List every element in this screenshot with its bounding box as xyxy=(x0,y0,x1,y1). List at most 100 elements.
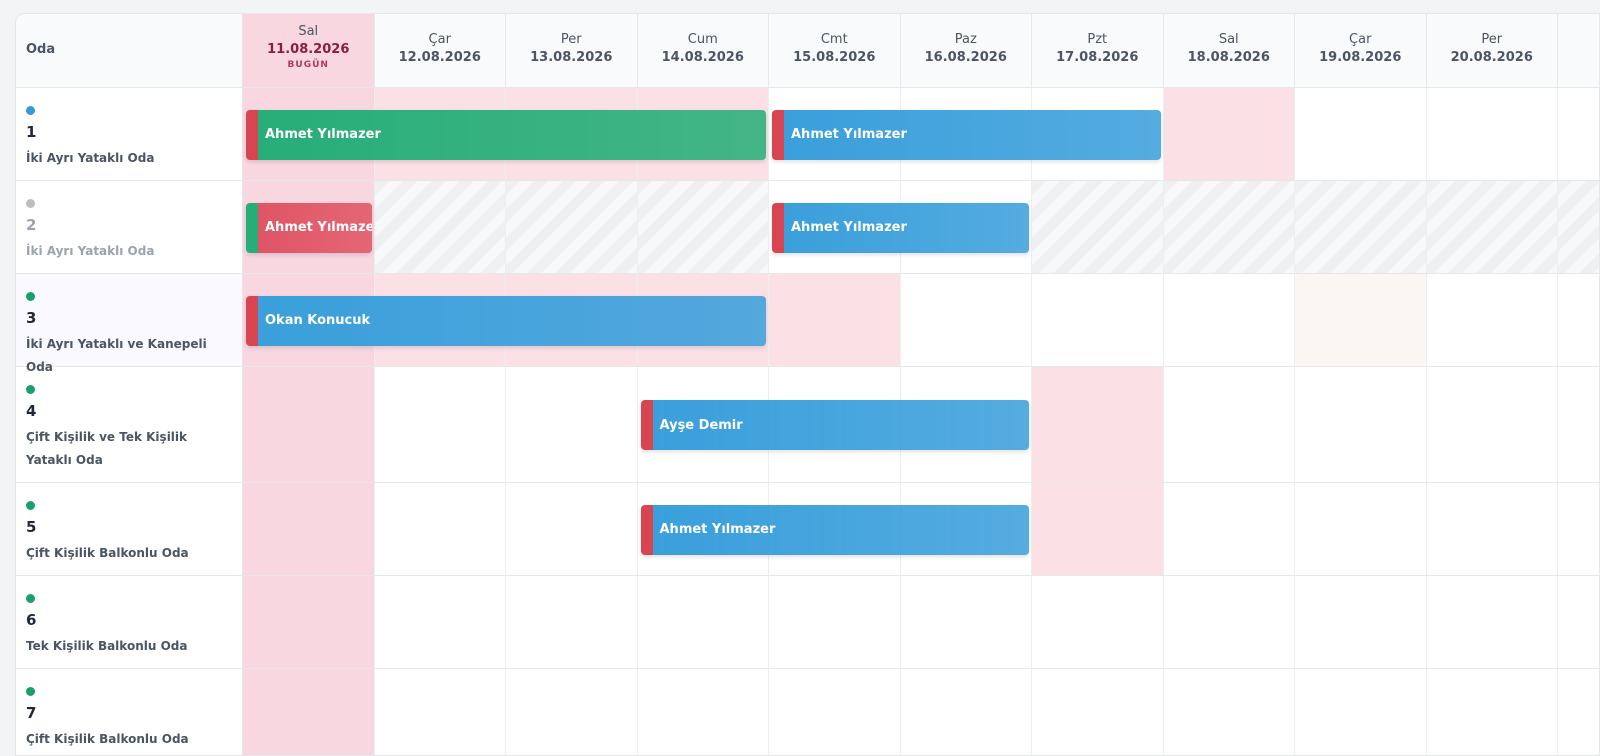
day-header: Paz 16.08.2026 xyxy=(900,14,1032,88)
day-header: Sal 11.08.2026 BUGÜN xyxy=(243,14,375,88)
date: 15.08.2026 xyxy=(793,50,876,65)
room-cell: 6 Tek Kişilik Balkonlu Oda xyxy=(16,576,243,669)
weekday: Pzt xyxy=(1087,32,1108,47)
day-cell[interactable] xyxy=(769,274,901,367)
day-cell[interactable] xyxy=(1163,274,1295,367)
booking[interactable]: Ahmet Yılmazer xyxy=(772,109,1161,160)
date: 12.08.2026 xyxy=(398,50,481,65)
day-header: Per 13.08.2026 xyxy=(506,14,638,88)
guest-name: Ahmet Yılmazer xyxy=(791,127,907,142)
day-cell[interactable] xyxy=(1163,367,1295,483)
day-cell[interactable] xyxy=(637,576,769,669)
day-cell[interactable] xyxy=(374,181,506,274)
day-cell[interactable] xyxy=(1032,669,1164,755)
booking[interactable]: Ahmet Yılmazer xyxy=(772,202,1029,253)
booking[interactable]: Ayşe Demir xyxy=(640,400,1029,450)
room-type: Çift Kişilik ve Tek Kişilik Yataklı Oda xyxy=(26,430,188,467)
weekday: Sal xyxy=(298,24,319,39)
day-cell[interactable] xyxy=(900,669,1032,755)
day-cell[interactable] xyxy=(1558,669,1599,755)
day-cell[interactable] xyxy=(243,483,375,576)
weekday: Per xyxy=(560,32,582,47)
day-header: Cum 14.08.2026 xyxy=(637,14,769,88)
day-cell[interactable] xyxy=(769,669,901,755)
room-number: 3 xyxy=(26,309,37,327)
day-cell[interactable] xyxy=(900,576,1032,669)
day-cell[interactable] xyxy=(1295,483,1427,576)
day-cell[interactable] xyxy=(1558,88,1599,181)
day-cell[interactable] xyxy=(900,274,1032,367)
room-cell: 5 Çift Kişilik Balkonlu Oda xyxy=(16,483,243,576)
day-cell[interactable] xyxy=(374,483,506,576)
date: 16.08.2026 xyxy=(924,50,1007,65)
day-cell[interactable] xyxy=(1163,483,1295,576)
day-cell[interactable] xyxy=(1163,88,1295,181)
day-cell[interactable] xyxy=(506,669,638,755)
day-cell[interactable] xyxy=(243,367,375,483)
weekday: Çar xyxy=(1349,32,1372,47)
day-cell[interactable] xyxy=(1558,483,1599,576)
day-cell[interactable] xyxy=(506,576,638,669)
booking[interactable]: Ahmet Yılmazer xyxy=(640,504,1029,555)
day-cell[interactable] xyxy=(1426,483,1558,576)
room-cell: 3 İki Ayrı Yataklı ve Kanepeli Oda xyxy=(16,274,243,374)
day-cell[interactable] xyxy=(1163,576,1295,669)
date: 17.08.2026 xyxy=(1056,50,1139,65)
day-cell[interactable] xyxy=(1295,367,1427,483)
day-header xyxy=(1558,14,1599,88)
day-cell[interactable] xyxy=(1426,576,1558,669)
weekday: Sal xyxy=(1218,32,1239,47)
day-cell[interactable] xyxy=(374,576,506,669)
day-cell[interactable] xyxy=(1032,576,1164,669)
day-cell[interactable] xyxy=(1295,576,1427,669)
booking[interactable]: Okan Konucuk xyxy=(246,295,766,346)
room-type: Çift Kişilik Balkonlu Oda xyxy=(26,546,189,560)
room-number: 1 xyxy=(26,123,37,141)
room-type: İki Ayrı Yataklı ve Kanepeli Oda xyxy=(26,337,207,374)
booking[interactable]: Ahmet Yılmazer xyxy=(246,202,372,253)
date: 18.08.2026 xyxy=(1187,50,1270,65)
day-cell[interactable] xyxy=(506,483,638,576)
calendar: Oda Sal 11.08.2026 BUGÜN Çar 12.08.2026 Per 13.… xyxy=(15,13,1600,756)
day-cell[interactable] xyxy=(1558,367,1599,483)
day-cell[interactable] xyxy=(637,181,769,274)
day-cell[interactable] xyxy=(1558,181,1599,274)
room-number: 5 xyxy=(26,518,37,536)
day-cell[interactable] xyxy=(637,669,769,755)
day-cell[interactable] xyxy=(1426,274,1558,367)
day-cell[interactable] xyxy=(243,669,375,755)
day-cell[interactable] xyxy=(1163,181,1295,274)
day-cell[interactable] xyxy=(1558,274,1599,367)
day-cell[interactable] xyxy=(506,181,638,274)
guest-name: Ahmet Yılmazer xyxy=(265,127,381,142)
booking[interactable]: Ahmet Yılmazer xyxy=(246,109,766,160)
day-cell[interactable] xyxy=(1426,88,1558,181)
day-cell[interactable] xyxy=(1163,669,1295,755)
day-cell[interactable] xyxy=(374,669,506,755)
day-cell[interactable] xyxy=(374,367,506,483)
day-cell[interactable] xyxy=(769,576,901,669)
day-cell[interactable] xyxy=(1295,274,1427,367)
day-cell[interactable] xyxy=(1295,88,1427,181)
today-badge: BUGÜN xyxy=(287,60,329,70)
status-dot xyxy=(26,292,35,301)
day-cell[interactable] xyxy=(1032,367,1164,483)
weekday: Paz xyxy=(954,32,977,47)
day-cell[interactable] xyxy=(1426,181,1558,274)
room-cell: 4 Çift Kişilik ve Tek Kişilik Yataklı Oda xyxy=(16,367,243,483)
day-cell[interactable] xyxy=(1032,274,1164,367)
status-dot xyxy=(26,385,35,394)
guest-name: Ahmet Yılmazer xyxy=(791,220,907,235)
day-cell[interactable] xyxy=(1295,181,1427,274)
day-cell[interactable] xyxy=(1426,367,1558,483)
date: 19.08.2026 xyxy=(1319,50,1402,65)
day-cell[interactable] xyxy=(1032,181,1164,274)
day-cell[interactable] xyxy=(1558,576,1599,669)
day-cell[interactable] xyxy=(506,367,638,483)
day-cell[interactable] xyxy=(243,576,375,669)
day-cell[interactable] xyxy=(1032,483,1164,576)
room-type: Çift Kişilik Balkonlu Oda xyxy=(26,732,189,746)
day-cell[interactable] xyxy=(1295,669,1427,755)
status-dot xyxy=(26,687,35,696)
day-cell[interactable] xyxy=(1426,669,1558,755)
